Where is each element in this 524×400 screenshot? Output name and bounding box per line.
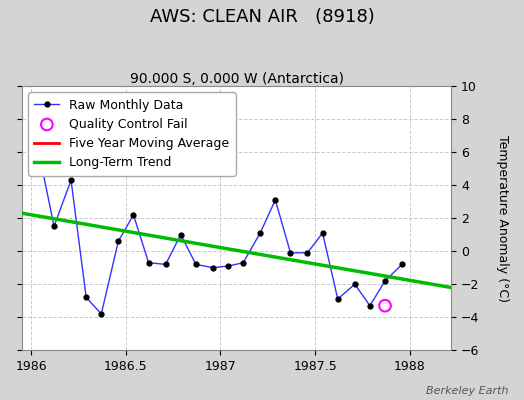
Raw Monthly Data [115, 239, 122, 244]
Raw Monthly Data [352, 282, 358, 287]
Raw Monthly Data [399, 262, 405, 267]
Raw Monthly Data [320, 231, 326, 236]
Raw Monthly Data [146, 260, 152, 265]
Y-axis label: Temperature Anomaly (°C): Temperature Anomaly (°C) [496, 135, 509, 302]
Title: 90.000 S, 0.000 W (Antarctica): 90.000 S, 0.000 W (Antarctica) [129, 72, 344, 86]
Raw Monthly Data [382, 278, 388, 283]
Text: Berkeley Earth: Berkeley Earth [426, 386, 508, 396]
Quality Control Fail [381, 302, 389, 309]
Raw Monthly Data [257, 231, 264, 236]
Legend: Raw Monthly Data, Quality Control Fail, Five Year Moving Average, Long-Term Tren: Raw Monthly Data, Quality Control Fail, … [28, 92, 236, 176]
Raw Monthly Data [210, 265, 216, 270]
Raw Monthly Data [193, 262, 199, 267]
Text: AWS: CLEAN AIR   (8918): AWS: CLEAN AIR (8918) [150, 8, 374, 26]
Raw Monthly Data [83, 295, 89, 300]
Raw Monthly Data [178, 232, 184, 237]
Raw Monthly Data [51, 224, 57, 229]
Raw Monthly Data [304, 250, 311, 255]
Raw Monthly Data [225, 264, 231, 268]
Raw Monthly Data [367, 303, 373, 308]
Line: Raw Monthly Data: Raw Monthly Data [37, 150, 405, 316]
Raw Monthly Data [287, 250, 293, 255]
Raw Monthly Data [130, 212, 137, 217]
Raw Monthly Data [98, 312, 104, 316]
Raw Monthly Data [36, 150, 42, 154]
Raw Monthly Data [335, 297, 341, 302]
Raw Monthly Data [68, 178, 74, 182]
Raw Monthly Data [162, 262, 169, 267]
Raw Monthly Data [240, 260, 246, 265]
Raw Monthly Data [272, 198, 278, 202]
